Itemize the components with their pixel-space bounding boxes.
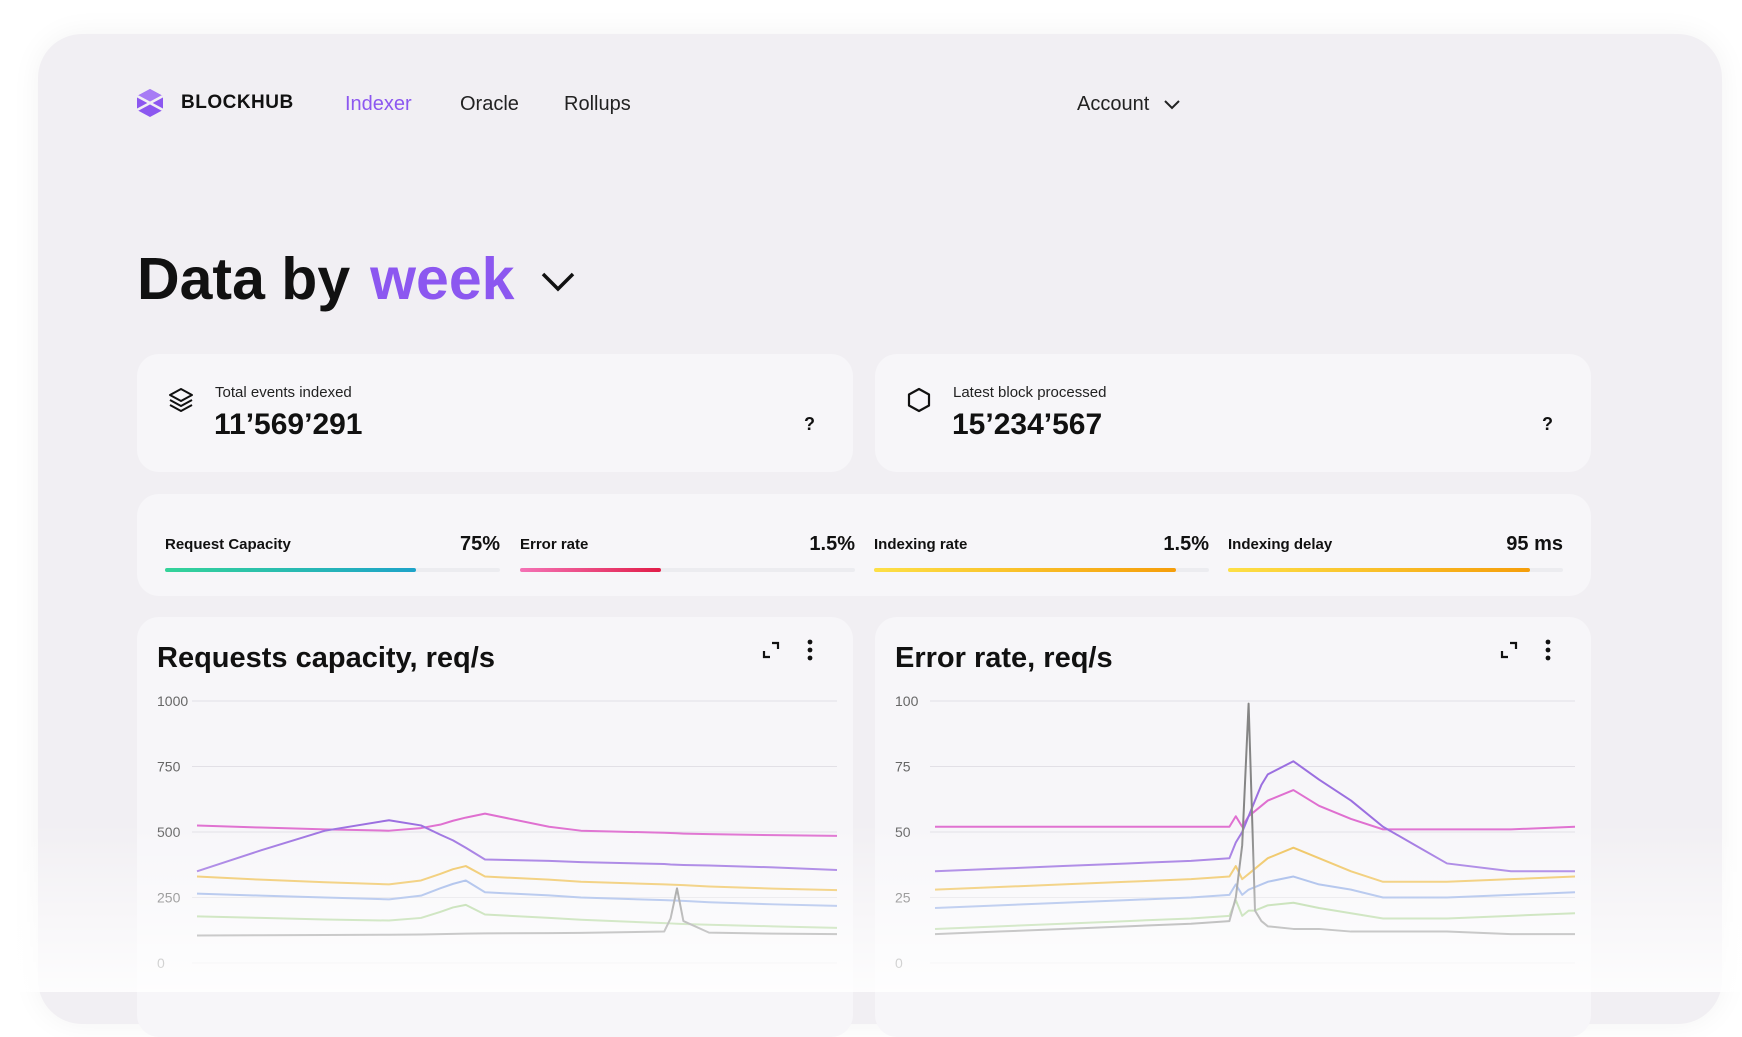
progress-fill — [1228, 568, 1530, 572]
chevron-down-icon[interactable] — [540, 271, 576, 293]
progress-fill — [520, 568, 661, 572]
y-tick-label: 750 — [157, 759, 181, 775]
kpi-label: Latest block processed — [953, 384, 1107, 401]
chevron-down-icon — [1164, 99, 1180, 109]
hexagon-icon — [907, 387, 931, 413]
blockhub-logo-icon[interactable] — [135, 88, 165, 118]
help-icon[interactable]: ? — [1542, 414, 1553, 434]
chart-card-error-rate: Error rate, req/s 0 25 50 75 100 — [875, 617, 1591, 1037]
progress-track — [165, 568, 500, 572]
page-title-prefix: Data by — [137, 246, 351, 312]
more-options-icon[interactable] — [1545, 639, 1551, 661]
account-menu[interactable]: Account — [1077, 93, 1181, 116]
brand-name[interactable]: BLOCKHUB — [181, 92, 294, 113]
metric-label: Error rate — [520, 536, 589, 553]
error-rate-chart: 0 25 50 75 100 — [895, 693, 1576, 971]
nav-item-oracle[interactable]: Oracle — [460, 93, 519, 115]
kpi-card-events: Total events indexed 11’569’291 ? — [137, 354, 853, 472]
series-line-5 — [934, 702, 1575, 936]
period-selector[interactable]: week — [370, 246, 515, 312]
series-line-3 — [196, 879, 838, 907]
y-tick-label: 250 — [157, 890, 181, 906]
y-tick-label: 500 — [157, 824, 181, 840]
metric-value: 95 ms — [1506, 533, 1563, 555]
y-tick-label: 100 — [895, 693, 919, 709]
metric-value: 1.5% — [1163, 533, 1209, 555]
chart-card-requests: Requests capacity, req/s 0 250 500 750 1000 — [137, 617, 853, 1037]
metrics-panel: Request Capacity 75% Error rate 1.5% Ind… — [137, 494, 1591, 596]
metric-label: Indexing rate — [874, 536, 968, 553]
expand-icon[interactable] — [761, 640, 781, 660]
kpi-value: 15’234’567 — [952, 408, 1103, 441]
expand-icon[interactable] — [1499, 640, 1519, 660]
y-tick-label: 25 — [895, 890, 911, 906]
page-title: Data by week — [137, 245, 576, 313]
progress-track — [520, 568, 855, 572]
series-line-5 — [196, 887, 838, 937]
more-options-icon[interactable] — [807, 639, 813, 661]
y-tick-label: 0 — [895, 955, 903, 971]
progress-fill — [874, 568, 1176, 572]
series-line-0 — [196, 812, 838, 837]
nav-item-rollups[interactable]: Rollups — [564, 93, 631, 115]
chart-title: Requests capacity, req/s — [157, 642, 495, 674]
kpi-card-block: Latest block processed 15’234’567 ? — [875, 354, 1591, 472]
metric-value: 75% — [459, 533, 500, 555]
layers-icon — [169, 388, 193, 412]
chart-toolbar — [1499, 639, 1551, 661]
series-line-2 — [196, 865, 838, 892]
series-line-1 — [934, 760, 1575, 873]
nav-item-indexer[interactable]: Indexer — [345, 93, 412, 115]
account-label: Account — [1077, 93, 1150, 115]
chart-title: Error rate, req/s — [895, 642, 1113, 674]
y-tick-label: 50 — [895, 824, 911, 840]
progress-track — [874, 568, 1209, 572]
requests-capacity-chart: 0 250 500 750 1000 — [157, 693, 838, 971]
chart-toolbar — [761, 639, 813, 661]
kpi-label: Total events indexed — [215, 384, 352, 401]
progress-fill — [165, 568, 417, 572]
y-tick-label: 75 — [895, 759, 911, 775]
metric-label: Indexing delay — [1228, 536, 1333, 553]
y-tick-label: 0 — [157, 955, 165, 971]
progress-track — [1228, 568, 1563, 572]
kpi-value: 11’569’291 — [214, 408, 363, 441]
help-icon[interactable]: ? — [804, 414, 815, 434]
metric-label: Request Capacity — [165, 536, 291, 553]
metric-value: 1.5% — [809, 533, 855, 555]
series-line-0 — [935, 789, 1576, 831]
series-line-4 — [196, 903, 838, 929]
y-tick-label: 1000 — [157, 693, 188, 709]
